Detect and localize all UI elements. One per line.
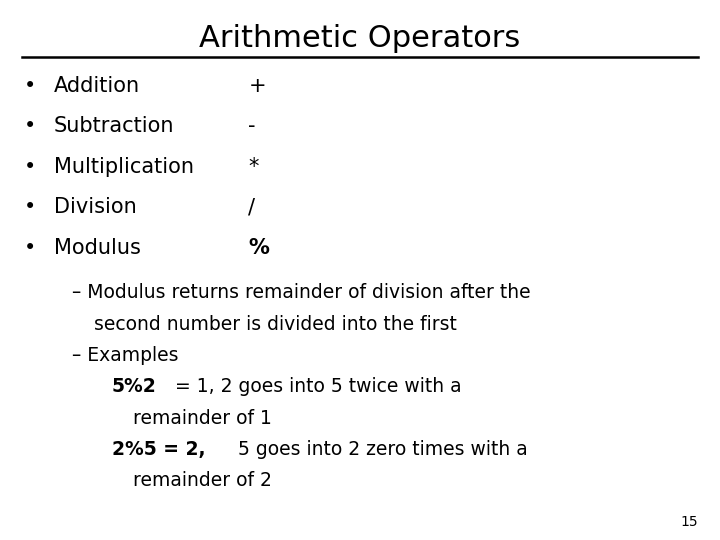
Text: •: • [24,116,37,136]
Text: 5%2: 5%2 [112,377,156,396]
Text: – Modulus returns remainder of division after the: – Modulus returns remainder of division … [72,284,531,302]
Text: •: • [24,157,37,177]
Text: •: • [24,197,37,217]
Text: •: • [24,76,37,96]
Text: Modulus: Modulus [54,238,141,258]
Text: 2%5 = 2,: 2%5 = 2, [112,440,205,459]
Text: second number is divided into the first: second number is divided into the first [94,315,456,334]
Text: -: - [248,116,256,136]
Text: Multiplication: Multiplication [54,157,194,177]
Text: 15: 15 [681,515,698,529]
Text: = 1, 2 goes into 5 twice with a: = 1, 2 goes into 5 twice with a [169,377,462,396]
Text: %: % [248,238,269,258]
Text: Addition: Addition [54,76,140,96]
Text: Division: Division [54,197,137,217]
Text: *: * [248,157,258,177]
Text: Subtraction: Subtraction [54,116,174,136]
Text: – Examples: – Examples [72,346,179,365]
Text: /: / [248,197,256,217]
Text: 5 goes into 2 zero times with a: 5 goes into 2 zero times with a [233,440,528,459]
Text: +: + [248,76,266,96]
Text: Arithmetic Operators: Arithmetic Operators [199,24,521,53]
Text: •: • [24,238,37,258]
Text: remainder of 2: remainder of 2 [133,471,272,490]
Text: remainder of 1: remainder of 1 [133,409,272,428]
